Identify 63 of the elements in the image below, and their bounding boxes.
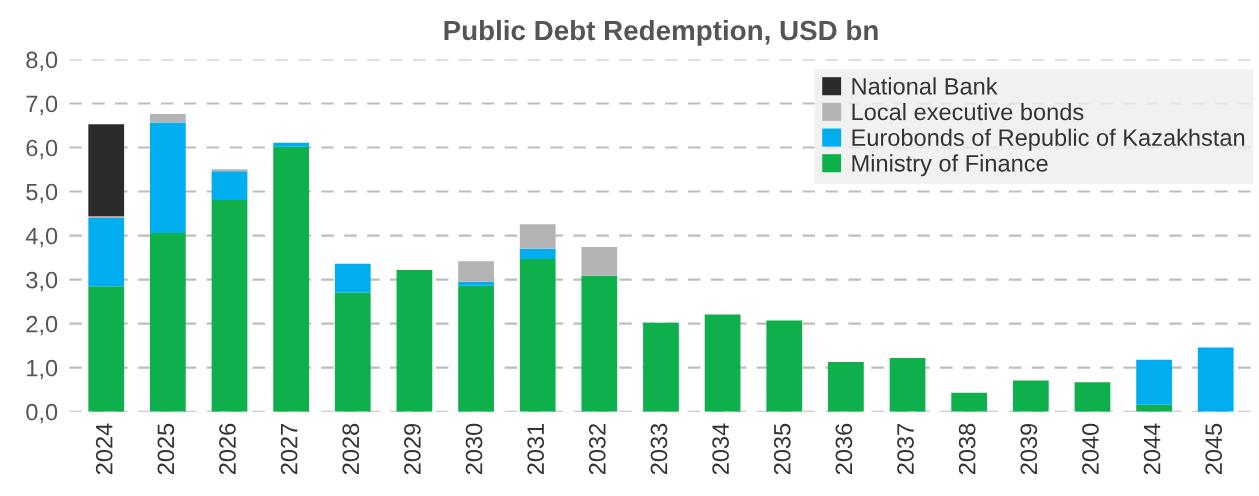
x-tick-label: 2034 bbox=[712, 423, 729, 475]
y-tick-label: 0,0 bbox=[26, 403, 58, 424]
bar bbox=[889, 357, 926, 412]
x-tick-label: 2024 bbox=[95, 423, 113, 475]
x-tick-label: 2033 bbox=[650, 423, 668, 475]
y-tick-label: 4,0 bbox=[25, 227, 58, 248]
bar bbox=[581, 275, 618, 412]
x-tick-label: 2027 bbox=[280, 423, 298, 475]
bar bbox=[581, 247, 618, 276]
bar bbox=[273, 146, 310, 412]
x-tick-label: 2039 bbox=[1020, 423, 1038, 475]
bar bbox=[828, 361, 864, 412]
bar bbox=[766, 320, 803, 412]
bar bbox=[519, 258, 556, 412]
bar bbox=[149, 122, 186, 233]
bar bbox=[334, 292, 371, 412]
x-tick-label: 2028 bbox=[342, 423, 360, 475]
bar bbox=[88, 124, 125, 217]
y-tick-label: 1,0 bbox=[27, 359, 58, 380]
legend-label: Local executive bonds bbox=[852, 102, 1084, 121]
bar bbox=[1012, 380, 1049, 412]
bar bbox=[1197, 347, 1234, 412]
bar bbox=[149, 114, 186, 123]
x-tick-label: 2038 bbox=[958, 423, 976, 475]
x-tick-label: 2036 bbox=[835, 423, 853, 475]
x-tick-label: 2040 bbox=[1082, 423, 1099, 475]
y-tick-label: 6,0 bbox=[26, 139, 58, 160]
y-tick-label: 5,0 bbox=[26, 183, 58, 204]
bar bbox=[643, 322, 679, 412]
x-tick-label: 2025 bbox=[157, 423, 175, 475]
bar bbox=[273, 142, 310, 147]
x-tick-label: 2029 bbox=[404, 423, 421, 475]
x-tick-label: 2044 bbox=[1143, 423, 1161, 475]
x-tick-label: 2037 bbox=[897, 423, 914, 475]
chart-title: Public Debt Redemption, USD bn bbox=[444, 19, 878, 46]
y-tick-label: 7,0 bbox=[26, 95, 58, 116]
y-tick-label: 8,0 bbox=[26, 51, 58, 72]
bar bbox=[951, 392, 988, 412]
y-tick-label: 3,0 bbox=[26, 271, 58, 292]
bar bbox=[149, 232, 186, 412]
legend-label: Eurobonds of Republic of Kazakhstan bbox=[852, 128, 1245, 151]
x-tick-label: 2035 bbox=[773, 423, 791, 475]
x-tick-label: 2031 bbox=[527, 423, 545, 475]
bar bbox=[396, 269, 433, 412]
x-tick-label: 2032 bbox=[588, 423, 606, 475]
bar bbox=[1074, 382, 1111, 412]
legend-label: National Bank bbox=[852, 77, 998, 95]
x-tick-label: 2030 bbox=[465, 423, 483, 475]
bar bbox=[458, 285, 494, 412]
bar bbox=[88, 217, 125, 287]
bar bbox=[88, 286, 125, 412]
bar bbox=[519, 248, 556, 259]
bar bbox=[458, 261, 494, 282]
bar bbox=[211, 171, 248, 200]
bar bbox=[704, 314, 741, 412]
y-tick-label: 2,0 bbox=[26, 315, 58, 336]
x-tick-label: 2026 bbox=[219, 423, 236, 475]
legend-label: Ministry of Finance bbox=[852, 154, 1048, 177]
bar bbox=[458, 281, 494, 286]
x-tick-label: 2045 bbox=[1205, 423, 1223, 475]
bar bbox=[334, 263, 371, 293]
bar bbox=[211, 199, 248, 412]
bar bbox=[1136, 359, 1172, 405]
